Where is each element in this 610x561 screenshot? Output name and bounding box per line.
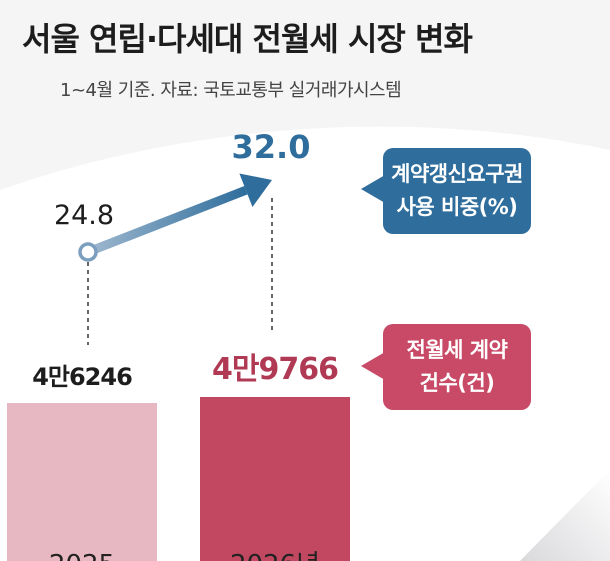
ratio-value-label: 32.0 (232, 128, 311, 166)
count-bar-2025 (7, 403, 157, 561)
ratio-callout-line-2: 사용 비중(%) (396, 195, 518, 219)
ratio-callout-line-1: 계약갱신요구권 (391, 162, 523, 186)
page-title: 서울 연립·다세대 전월세 시장 변화 (22, 20, 473, 58)
ratio-arrow-head (239, 173, 272, 207)
ratio-trend-arrow (86, 186, 248, 257)
category-label: 2025 (49, 550, 115, 561)
ratio-point-2025 (78, 242, 98, 262)
count-callout-line-1: 전월세 계약 (406, 338, 508, 362)
chart-subtitle: 1~4월 기준. 자료: 국토교통부 실거래가시스템 (60, 80, 402, 101)
count-callout-tail (361, 352, 385, 380)
ratio-callout: 계약갱신요구권 사용 비중(%) (383, 148, 531, 234)
count-callout: 전월세 계약 건수(건) (383, 324, 531, 410)
category-label: 2026년 (230, 550, 320, 561)
page-curl (520, 470, 610, 561)
ratio-value-label: 24.8 (54, 200, 114, 231)
count-callout-line-2: 건수(건) (419, 371, 495, 395)
count-value-label: 4만6246 (32, 363, 132, 391)
count-value-label: 4만9766 (212, 352, 338, 387)
count-bar-2026 (200, 397, 350, 561)
ratio-callout-tail (361, 175, 385, 203)
